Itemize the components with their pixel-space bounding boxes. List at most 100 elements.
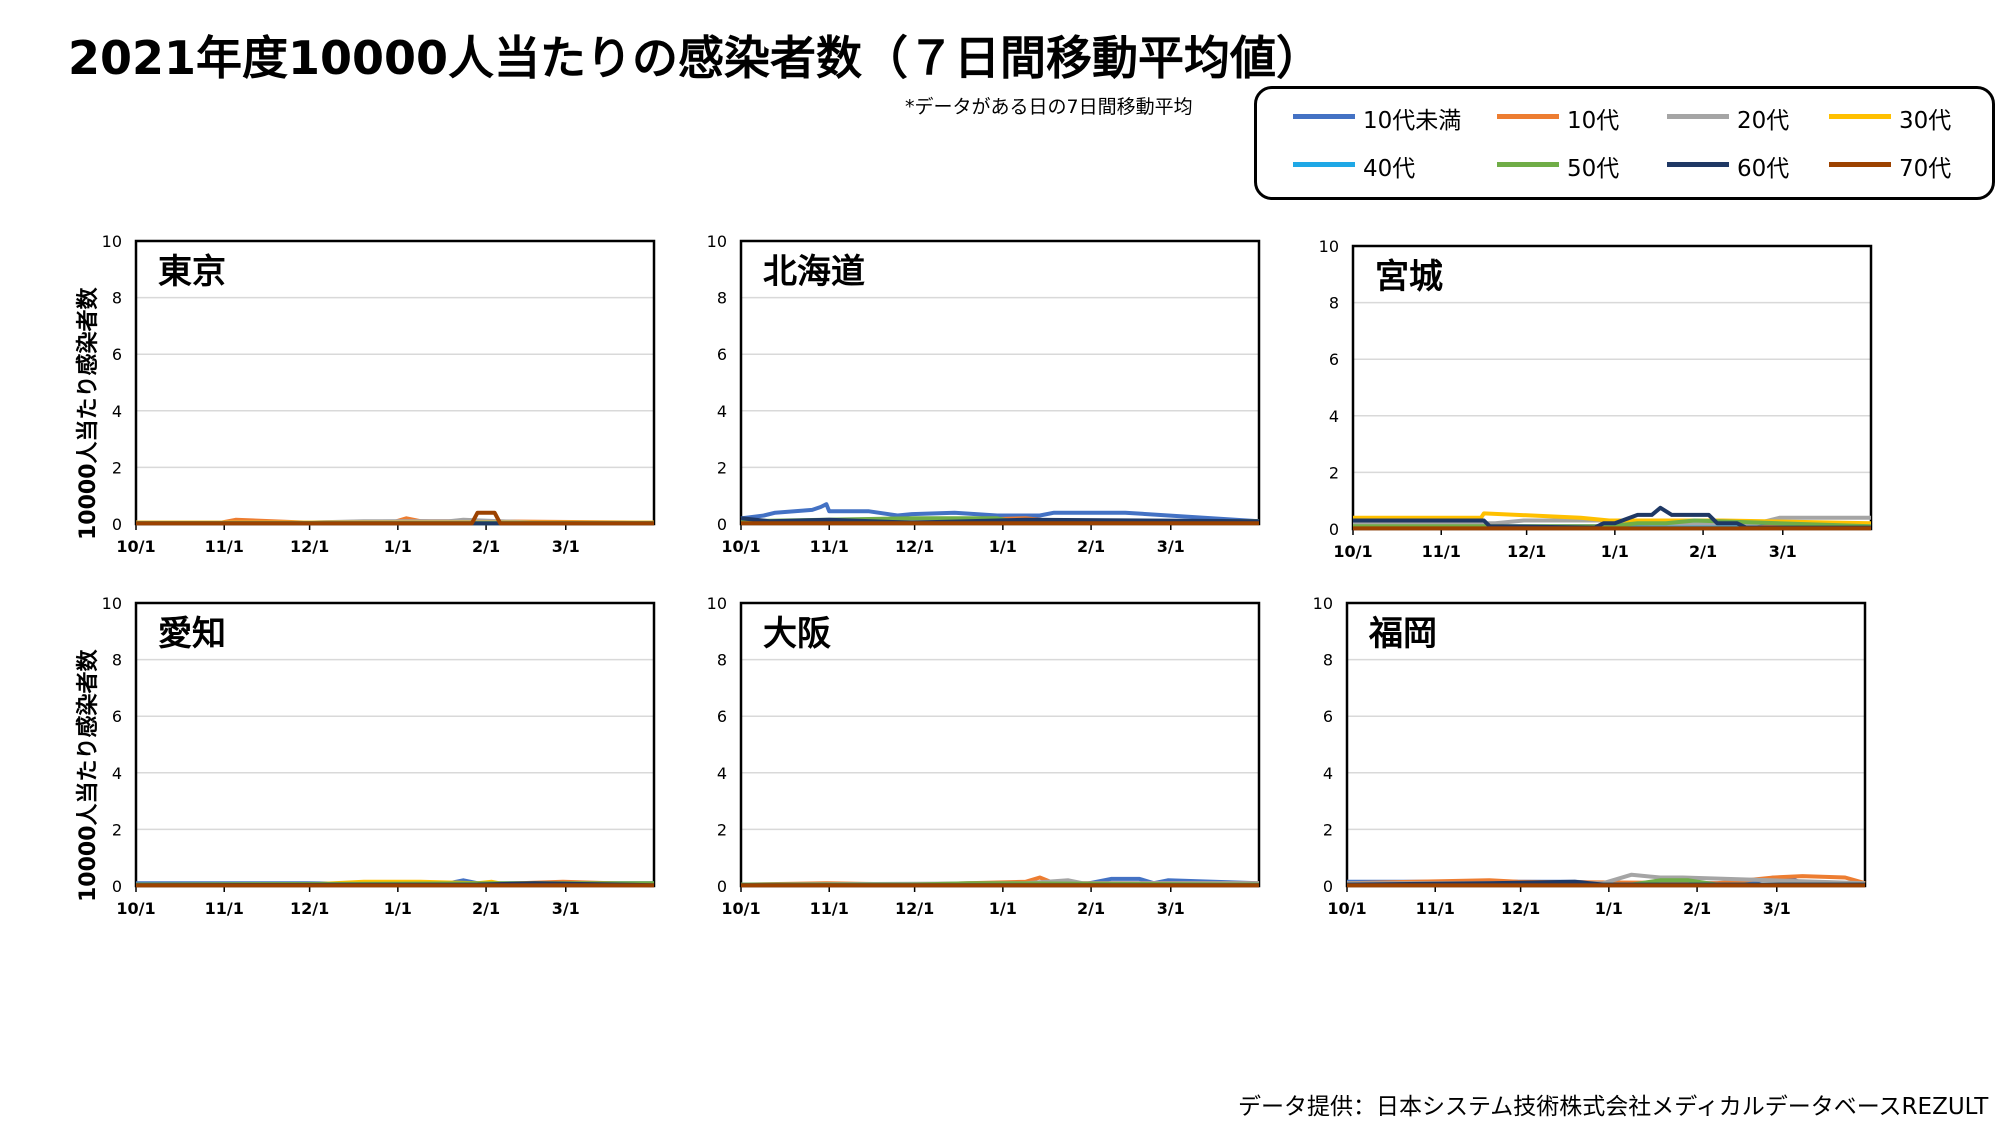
y-tick-label: 0 bbox=[717, 515, 727, 534]
x-tick-label: 12/1 bbox=[895, 899, 934, 918]
y-tick-label: 8 bbox=[717, 651, 727, 670]
y-tick-label: 10 bbox=[102, 594, 122, 613]
x-tick-label: 3/1 bbox=[552, 899, 580, 918]
y-tick-label: 4 bbox=[112, 764, 122, 783]
legend-swatch bbox=[1497, 162, 1559, 167]
y-tick-label: 6 bbox=[717, 345, 727, 364]
y-tick-label: 2 bbox=[112, 820, 122, 839]
x-tick-label: 1/1 bbox=[989, 899, 1017, 918]
x-tick-label: 1/1 bbox=[989, 537, 1017, 556]
chart-title: 愛知 bbox=[158, 614, 226, 654]
chart-title: 東京 bbox=[158, 252, 226, 292]
y-tick-label: 0 bbox=[1329, 520, 1339, 539]
y-tick-label: 8 bbox=[112, 289, 122, 308]
y-tick-label: 4 bbox=[1323, 764, 1333, 783]
y-tick-label: 6 bbox=[1329, 350, 1339, 369]
x-tick-label: 2/1 bbox=[1683, 899, 1711, 918]
y-tick-label: 6 bbox=[717, 707, 727, 726]
series-line-6 bbox=[740, 516, 1260, 525]
chart-panel-5: 0 2 4 6 8 10 10/1 11/1 12/1 1/1 2/1 3/1 福岡 bbox=[1313, 594, 1867, 918]
x-tick-label: 11/1 bbox=[205, 899, 244, 918]
x-tick-label: 10/1 bbox=[721, 537, 760, 556]
legend-label: 60代 bbox=[1737, 156, 1790, 182]
chart-title: 宮城 bbox=[1375, 257, 1443, 297]
legend-swatch bbox=[1829, 114, 1891, 119]
y-tick-label: 2 bbox=[1323, 820, 1333, 839]
y-tick-label: 8 bbox=[112, 651, 122, 670]
x-tick-label: 3/1 bbox=[552, 537, 580, 556]
x-tick-label: 2/1 bbox=[1689, 542, 1717, 561]
chart-legend: 10代未満 10代 20代 30代 40代 50代 60代 70代 bbox=[1254, 86, 1995, 200]
y-tick-label: 0 bbox=[112, 877, 122, 896]
x-tick-label: 12/1 bbox=[895, 537, 934, 556]
y-tick-label: 0 bbox=[112, 515, 122, 534]
legend-label: 20代 bbox=[1737, 108, 1790, 134]
y-tick-label: 6 bbox=[112, 707, 122, 726]
series-line-0 bbox=[740, 502, 1260, 524]
footnote-moving-average: *データがある日の7日間移動平均 bbox=[905, 96, 1193, 118]
x-tick-label: 3/1 bbox=[1157, 899, 1185, 918]
y-tick-label: 10 bbox=[707, 232, 727, 251]
x-tick-label: 2/1 bbox=[472, 537, 500, 556]
chart-panel-1: 0 2 4 6 8 10 10/1 11/1 12/1 1/1 2/1 3/1 北海道 bbox=[707, 232, 1261, 556]
x-tick-label: 10/1 bbox=[116, 899, 155, 918]
page-title: 2021年度10000人当たりの感染者数（７日間移動平均値） bbox=[68, 31, 1323, 85]
x-tick-label: 3/1 bbox=[1763, 899, 1791, 918]
legend-swatch bbox=[1829, 162, 1891, 167]
chart-panel-0: 0 2 4 6 8 10 10/1 11/1 12/1 1/1 2/1 3/1 東京 bbox=[102, 232, 656, 556]
legend-swatch bbox=[1293, 162, 1355, 167]
x-tick-label: 1/1 bbox=[384, 537, 412, 556]
chart-title: 大阪 bbox=[763, 614, 831, 654]
y-tick-label: 2 bbox=[717, 458, 727, 477]
y-tick-label: 0 bbox=[717, 877, 727, 896]
x-tick-label: 11/1 bbox=[205, 537, 244, 556]
legend-label: 70代 bbox=[1899, 156, 1952, 182]
x-tick-label: 1/1 bbox=[384, 899, 412, 918]
legend-swatch bbox=[1497, 114, 1559, 119]
y-tick-label: 4 bbox=[717, 764, 727, 783]
y-tick-label: 10 bbox=[1319, 237, 1339, 256]
series-line-7 bbox=[136, 510, 654, 526]
data-source-credit: データ提供：日本システム技術株式会社メディカルデータベースREZULT bbox=[1238, 1094, 1989, 1120]
x-tick-label: 2/1 bbox=[1077, 899, 1105, 918]
x-tick-label: 10/1 bbox=[721, 899, 760, 918]
legend-label: 10代 bbox=[1567, 108, 1620, 134]
x-tick-label: 11/1 bbox=[810, 899, 849, 918]
x-tick-label: 1/1 bbox=[1595, 899, 1623, 918]
x-tick-label: 10/1 bbox=[116, 537, 155, 556]
x-tick-label: 3/1 bbox=[1157, 537, 1185, 556]
legend-label: 40代 bbox=[1363, 156, 1416, 182]
x-tick-label: 12/1 bbox=[1501, 899, 1540, 918]
chart-panel-2: 0 2 4 6 8 10 10/1 11/1 12/1 1/1 2/1 3/1 宮城 bbox=[1319, 237, 1873, 561]
y-tick-label: 8 bbox=[1329, 294, 1339, 313]
chart-panel-3: 0 2 4 6 8 10 10/1 11/1 12/1 1/1 2/1 3/1 愛知 bbox=[102, 594, 656, 918]
chart-title: 福岡 bbox=[1368, 614, 1437, 654]
legend-label: 30代 bbox=[1899, 108, 1952, 134]
legend-swatch bbox=[1293, 114, 1355, 119]
x-tick-label: 10/1 bbox=[1327, 899, 1366, 918]
y-tick-label: 2 bbox=[112, 458, 122, 477]
chart-panel-4: 0 2 4 6 8 10 10/1 11/1 12/1 1/1 2/1 3/1 大阪 bbox=[707, 594, 1261, 918]
x-tick-label: 11/1 bbox=[1416, 899, 1455, 918]
chart-title: 北海道 bbox=[763, 252, 865, 292]
x-tick-label: 11/1 bbox=[1422, 542, 1461, 561]
y-tick-label: 0 bbox=[1323, 877, 1333, 896]
y-tick-label: 2 bbox=[717, 820, 727, 839]
x-tick-label: 12/1 bbox=[290, 899, 329, 918]
legend-swatch bbox=[1667, 162, 1729, 167]
x-tick-label: 12/1 bbox=[1507, 542, 1546, 561]
y-tick-label: 8 bbox=[1323, 651, 1333, 670]
legend-swatch bbox=[1667, 114, 1729, 119]
y-tick-label: 6 bbox=[1323, 707, 1333, 726]
x-tick-label: 2/1 bbox=[1077, 537, 1105, 556]
x-tick-label: 10/1 bbox=[1333, 542, 1372, 561]
y-tick-label: 4 bbox=[1329, 407, 1339, 426]
y-tick-label: 4 bbox=[112, 402, 122, 421]
y-tick-label: 4 bbox=[717, 402, 727, 421]
y-tick-label: 8 bbox=[717, 289, 727, 308]
y-tick-label: 6 bbox=[112, 345, 122, 364]
x-tick-label: 11/1 bbox=[810, 537, 849, 556]
y-tick-label: 10 bbox=[1313, 594, 1333, 613]
x-tick-label: 2/1 bbox=[472, 899, 500, 918]
